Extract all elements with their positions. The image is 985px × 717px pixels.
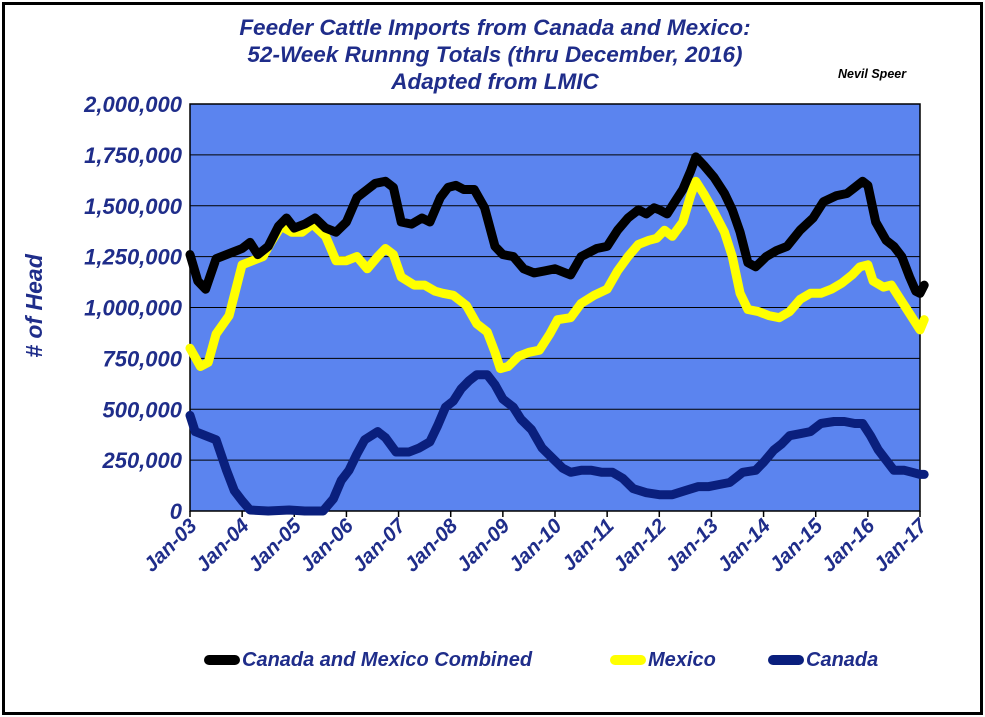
y-tick-label: 750,000 bbox=[102, 346, 182, 371]
y-tick-label: 1,750,000 bbox=[84, 143, 183, 168]
legend-swatch-mexico bbox=[610, 655, 646, 665]
legend-item-combined: Canada and Mexico Combined bbox=[204, 645, 532, 675]
series-lines bbox=[185, 152, 929, 516]
y-tick-label: 250,000 bbox=[101, 448, 182, 473]
y-axis: 0 250,000 500,000 750,000 1,000,000 1,250,000… bbox=[83, 92, 183, 524]
y-tick-label: 2,000,000 bbox=[83, 92, 183, 117]
x-tick-label: Jan-14 bbox=[713, 514, 776, 577]
chart-title: Feeder Cattle Imports from Canada and Me… bbox=[175, 14, 815, 95]
legend-label-combined: Canada and Mexico Combined bbox=[242, 648, 533, 671]
title-line-1: Feeder Cattle Imports from Canada and Me… bbox=[239, 15, 751, 40]
title-line-3: Adapted from LMIC bbox=[391, 69, 599, 94]
legend-swatch-canada bbox=[768, 655, 804, 665]
x-tick-label: Jan-13 bbox=[661, 514, 724, 577]
x-axis: Jan-03Jan-04Jan-05Jan-06Jan-07Jan-08Jan-… bbox=[139, 511, 933, 577]
x-tick-label: Jan-05 bbox=[244, 514, 307, 577]
x-tick-label: Jan-17 bbox=[869, 513, 932, 576]
legend-swatch-combined bbox=[204, 655, 240, 665]
x-tick-label: Jan-08 bbox=[400, 514, 463, 577]
legend-item-canada: Canada bbox=[768, 645, 878, 675]
x-tick-label: Jan-09 bbox=[452, 514, 515, 577]
x-tick-label: Jan-12 bbox=[609, 514, 672, 577]
y-tick-label: 1,000,000 bbox=[84, 296, 183, 321]
legend-label-mexico: Mexico bbox=[648, 648, 716, 671]
x-tick-label: Jan-04 bbox=[191, 514, 254, 577]
x-tick-label: Jan-16 bbox=[817, 514, 880, 577]
x-tick-label: Jan-15 bbox=[765, 514, 828, 577]
y-tick-label: 1,500,000 bbox=[84, 194, 183, 219]
title-line-2: 52-Week Runnng Totals (thru December, 20… bbox=[247, 42, 743, 67]
legend-label-canada: Canada bbox=[806, 648, 879, 671]
series-line-combined bbox=[185, 152, 929, 298]
y-tick-label: 1,250,000 bbox=[84, 245, 183, 270]
x-tick-label: Jan-06 bbox=[296, 514, 359, 577]
y-tick-label: 500,000 bbox=[102, 397, 182, 422]
y-axis-title: # of Head bbox=[21, 253, 47, 357]
author-credit: Nevil Speer bbox=[838, 67, 907, 81]
x-tick-label: Jan-11 bbox=[558, 514, 619, 575]
y-tick-label: 0 bbox=[170, 499, 183, 524]
legend: Canada and Mexico Combined Mexico Canada bbox=[0, 645, 985, 675]
x-tick-label: Jan-10 bbox=[504, 514, 567, 577]
legend-item-mexico: Mexico bbox=[610, 645, 716, 675]
series-line-canada bbox=[185, 370, 929, 516]
series-line-mexico bbox=[185, 176, 929, 374]
x-tick-label: Jan-07 bbox=[348, 513, 411, 576]
